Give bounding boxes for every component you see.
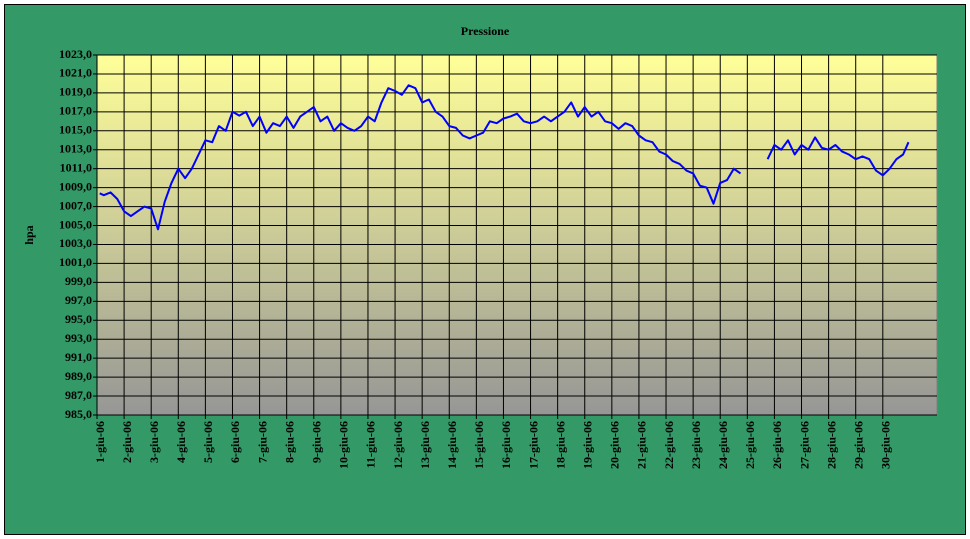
- x-tick-label: 23-giu-06: [689, 421, 703, 469]
- x-tick-label: 8-giu-06: [282, 421, 296, 463]
- y-axis-label: hpa: [22, 225, 36, 244]
- x-tick-label: 2-giu-06: [120, 421, 134, 463]
- x-tick-label: 18-giu-06: [553, 421, 567, 469]
- y-tick-label: 1013,0: [59, 141, 92, 155]
- y-tick-label: 1015,0: [59, 123, 92, 137]
- x-tick-label: 10-giu-06: [337, 421, 351, 469]
- x-tick-label: 24-giu-06: [716, 421, 730, 469]
- y-tick-label: 1009,0: [59, 179, 92, 193]
- y-tick-label: 1023,0: [59, 47, 92, 61]
- x-tick-label: 14-giu-06: [445, 421, 459, 469]
- x-tick-label: 1-giu-06: [93, 421, 107, 463]
- x-tick-label: 17-giu-06: [526, 421, 540, 469]
- y-tick-label: 1019,0: [59, 85, 92, 99]
- y-tick-label: 1001,0: [59, 255, 92, 269]
- x-tick-label: 26-giu-06: [770, 421, 784, 469]
- x-tick-label: 25-giu-06: [743, 421, 757, 469]
- chart-title: Pressione: [461, 24, 510, 38]
- y-tick-label: 1003,0: [59, 236, 92, 250]
- y-tick-label: 993,0: [65, 331, 92, 345]
- x-tick-label: 16-giu-06: [499, 421, 513, 469]
- x-tick-label: 20-giu-06: [608, 421, 622, 469]
- x-tick-label: 11-giu-06: [364, 421, 378, 468]
- x-tick-label: 12-giu-06: [391, 421, 405, 469]
- y-tick-label: 999,0: [65, 274, 92, 288]
- y-tick-label: 1005,0: [59, 217, 92, 231]
- y-tick-label: 1021,0: [59, 66, 92, 80]
- y-tick-label: 991,0: [65, 350, 92, 364]
- y-tick-label: 1007,0: [59, 198, 92, 212]
- x-tick-label: 5-giu-06: [201, 421, 215, 463]
- x-tick-label: 30-giu-06: [879, 421, 893, 469]
- x-tick-label: 27-giu-06: [797, 421, 811, 469]
- x-tick-label: 22-giu-06: [662, 421, 676, 469]
- x-tick-label: 15-giu-06: [472, 421, 486, 469]
- x-tick-label: 7-giu-06: [255, 421, 269, 463]
- y-tick-label: 995,0: [65, 312, 92, 326]
- y-tick-label: 997,0: [65, 293, 92, 307]
- y-tick-label: 985,0: [65, 407, 92, 421]
- x-tick-label: 13-giu-06: [418, 421, 432, 469]
- x-tick-label: 29-giu-06: [851, 421, 865, 469]
- x-tick-label: 9-giu-06: [310, 421, 324, 463]
- x-tick-label: 19-giu-06: [580, 421, 594, 469]
- y-tick-label: 1017,0: [59, 104, 92, 118]
- y-tick-label: 1011,0: [60, 160, 92, 174]
- data-line: [99, 84, 910, 231]
- x-tick-label: 28-giu-06: [824, 421, 838, 469]
- y-tick-label: 989,0: [65, 369, 92, 383]
- x-tick-label: 4-giu-06: [174, 421, 188, 463]
- plot-area: [96, 54, 938, 416]
- y-tick-label: 987,0: [65, 388, 92, 402]
- x-tick-label: 21-giu-06: [635, 421, 649, 469]
- x-tick-label: 6-giu-06: [228, 421, 242, 463]
- x-tick-label: 3-giu-06: [147, 421, 161, 463]
